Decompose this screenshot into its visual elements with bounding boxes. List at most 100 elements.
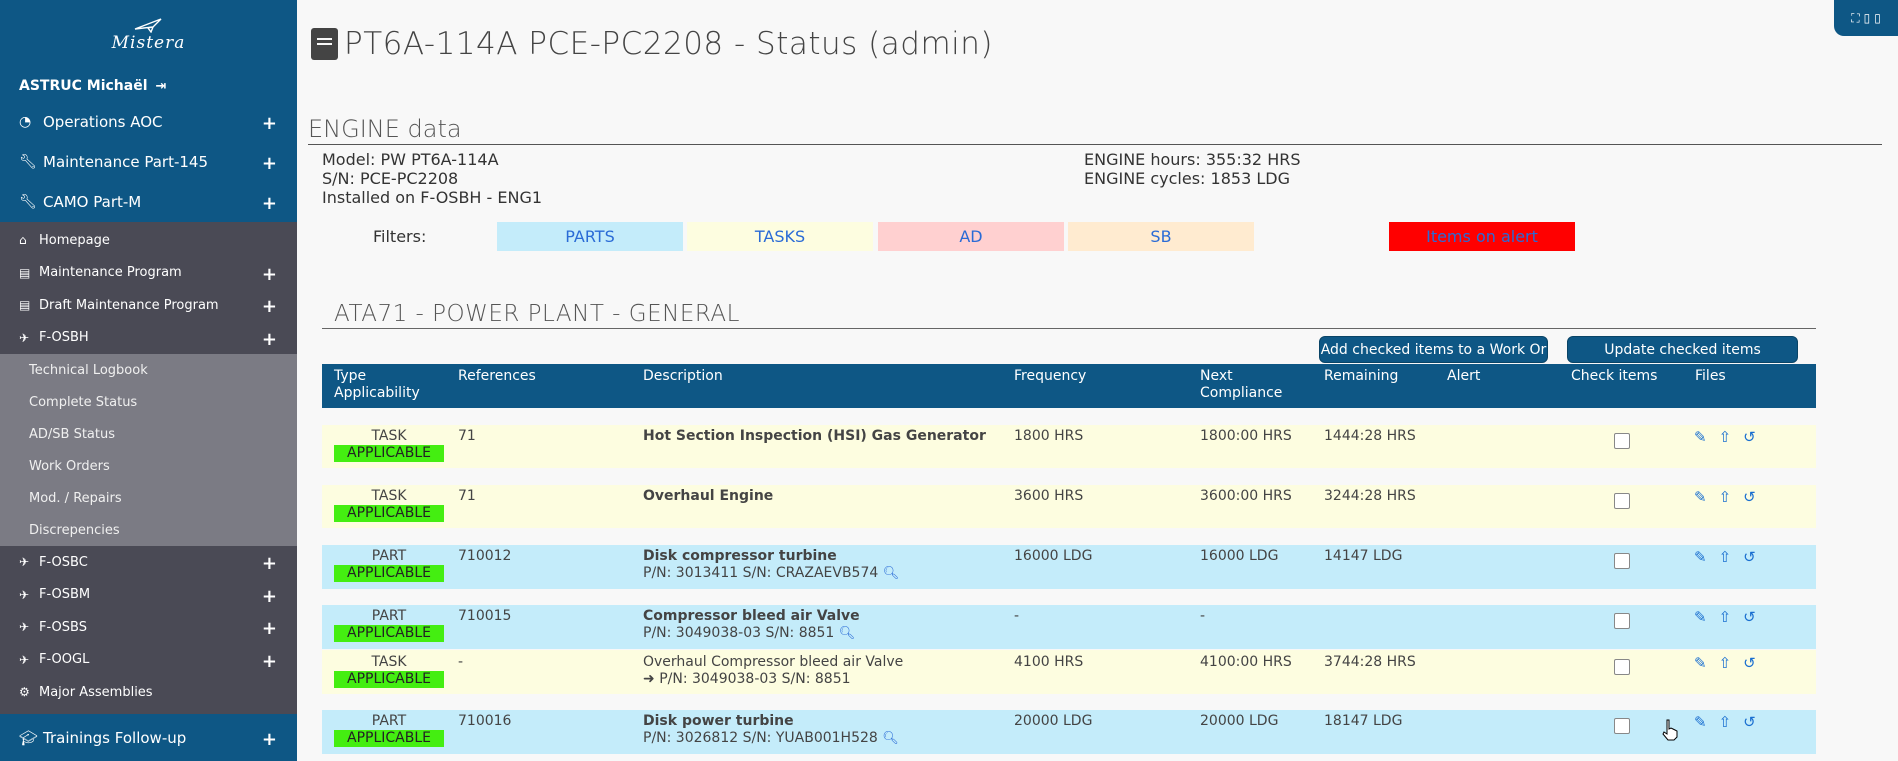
fullscreen-icon[interactable]: ⛶ [1851,10,1860,25]
file-actions: ✎ ⇧ ↺ [1694,608,1756,626]
nav-camo-part-m[interactable]: 🔧︎ CAMO Part-M + [0,182,297,222]
history-icon[interactable]: ↺ [1743,428,1756,446]
row-next-compliance: 4100:00 HRS [1200,654,1292,670]
logout-icon[interactable]: ⇥ [155,78,167,94]
upload-icon[interactable]: ⇧ [1718,548,1732,566]
history-icon[interactable]: ↺ [1743,548,1756,566]
upload-icon[interactable]: ⇧ [1718,713,1732,731]
history-icon[interactable]: ↺ [1743,713,1756,731]
expand-icon[interactable]: + [261,553,277,575]
search-icon[interactable]: 🔍︎ [882,731,899,746]
pdf-export-icon[interactable]: ▯ [1863,11,1871,25]
logo[interactable]: Mistera [0,0,297,70]
nav-discrepencies[interactable]: Discrepencies [0,514,297,546]
nav-homepage[interactable]: ⌂ Homepage [0,224,297,257]
row-part-number: P/N: 3026812 S/N: YUAB001H528 [643,730,878,746]
engine-cycles: ENGINE cycles: 1853 LDG [1084,169,1290,188]
th-remaining: Remaining [1324,368,1399,384]
expand-icon[interactable]: + [261,152,277,174]
search-icon[interactable]: 🔍︎ [838,626,856,641]
nav-f-osbm[interactable]: ✈ F-OSBM + [0,578,297,611]
type-cell: TASK APPLICABLE [334,654,444,688]
row-remaining: 3744:28 HRS [1324,654,1416,670]
nav-f-oogl[interactable]: ✈ F-OOGL + [0,643,297,676]
row-checkbox[interactable] [1614,659,1630,675]
expand-icon[interactable]: + [261,585,277,607]
nav-work-orders[interactable]: Work Orders [0,450,297,482]
filter-items-on-alert[interactable]: Items on alert [1389,222,1575,251]
row-checkbox[interactable] [1614,433,1630,449]
row-checkbox[interactable] [1614,718,1630,734]
row-checkbox[interactable] [1614,553,1630,569]
home-icon: ⌂ [19,233,27,248]
upload-icon[interactable]: ⇧ [1718,608,1732,626]
nav-draft-maintenance-program[interactable]: ▤ Draft Maintenance Program + [0,289,297,322]
applicable-badge: APPLICABLE [334,730,444,747]
nav-label: CAMO Part-M [43,193,142,211]
user-row[interactable]: ASTRUC Michaël ⇥ [0,70,297,102]
section-title: ENGINE data [308,115,1882,145]
edit-icon[interactable]: ✎ [1694,654,1707,672]
edit-icon[interactable]: ✎ [1694,608,1707,626]
engine-counters: ENGINE hours: 355:32 HRS ENGINE cycles: … [1084,150,1301,188]
nav-label: F-OSBM [39,587,91,603]
nav-complete-status[interactable]: Complete Status [0,386,297,418]
add-to-work-order-button[interactable]: Add checked items to a Work Or [1319,336,1548,363]
expand-icon[interactable]: + [261,296,277,318]
search-icon[interactable]: 🔍︎ [882,566,900,581]
row-type: TASK [371,488,407,504]
upload-icon[interactable]: ⇧ [1718,654,1732,672]
history-icon[interactable]: ↺ [1743,654,1756,672]
filter-parts[interactable]: PARTS [497,222,683,251]
book-icon [311,28,338,60]
nav-major-assemblies[interactable]: ⚙ Major Assemblies [0,676,297,709]
plane-icon: ✈ [19,587,30,602]
nav-f-osbs[interactable]: ✈ F-OSBS + [0,611,297,644]
nav-maintenance-program[interactable]: ▤ Maintenance Program + [0,256,297,289]
edit-icon[interactable]: ✎ [1694,713,1707,731]
row-frequency: 1800 HRS [1014,428,1084,444]
row-checkbox[interactable] [1614,493,1630,509]
upload-icon[interactable]: ⇧ [1718,428,1732,446]
filter-sb[interactable]: SB [1068,222,1254,251]
applicable-badge: APPLICABLE [334,445,444,462]
row-checkbox[interactable] [1614,613,1630,629]
row-description-cell: Overhaul Compressor bleed air Valve ➜ P/… [643,654,903,688]
applicable-badge: APPLICABLE [334,505,444,522]
th-next-label: Next [1200,368,1233,384]
history-icon[interactable]: ↺ [1743,488,1756,506]
edit-icon[interactable]: ✎ [1694,548,1707,566]
nav-label: Maintenance Program [39,265,182,281]
nav-ad-sb-status[interactable]: AD/SB Status [0,418,297,450]
expand-icon[interactable]: + [261,728,277,750]
edit-icon[interactable]: ✎ [1694,488,1707,506]
excel-export-icon[interactable]: ▯ [1874,11,1881,25]
update-checked-items-button[interactable]: Update checked items [1567,336,1798,363]
expand-icon[interactable]: + [261,650,277,672]
filter-ad[interactable]: AD [878,222,1064,251]
nav-operations-aoc[interactable]: ◔ Operations AOC + [0,102,297,142]
nav-technical-logbook[interactable]: Technical Logbook [0,354,297,386]
filter-tasks[interactable]: TASKS [687,222,873,251]
user-name: ASTRUC Michaël [19,78,148,94]
upload-icon[interactable]: ⇧ [1718,488,1732,506]
edit-icon[interactable]: ✎ [1694,428,1707,446]
row-frequency: 3600 HRS [1014,488,1084,504]
expand-icon[interactable]: + [261,112,277,134]
expand-icon[interactable]: + [261,328,277,350]
nav-label: F-OSBC [39,554,88,570]
nav-f-osbh[interactable]: ✈ F-OSBH + [0,321,297,354]
nav-maintenance-part-145[interactable]: 🔧︎ Maintenance Part-145 + [0,142,297,182]
history-icon[interactable]: ↺ [1743,608,1756,626]
expand-icon[interactable]: + [261,192,277,214]
nav-trainings-follow-up[interactable]: 🎓︎ Trainings Follow-up + [0,714,297,761]
expand-icon[interactable]: + [261,263,277,285]
nav-mod-repairs[interactable]: Mod. / Repairs [0,482,297,514]
nav-f-osbc[interactable]: ✈ F-OSBC + [0,546,297,579]
expand-icon[interactable]: + [261,618,277,640]
nav-label: F-OSBH [39,330,89,346]
nav-label: Mod. / Repairs [29,490,122,506]
toolbar-icons: ⛶ ▯ ▯ [1834,0,1898,36]
mouse-pointer-hand-icon [1662,719,1678,741]
row-part-number: P/N: 3013411 S/N: CRAZAEVB574 [643,565,879,581]
